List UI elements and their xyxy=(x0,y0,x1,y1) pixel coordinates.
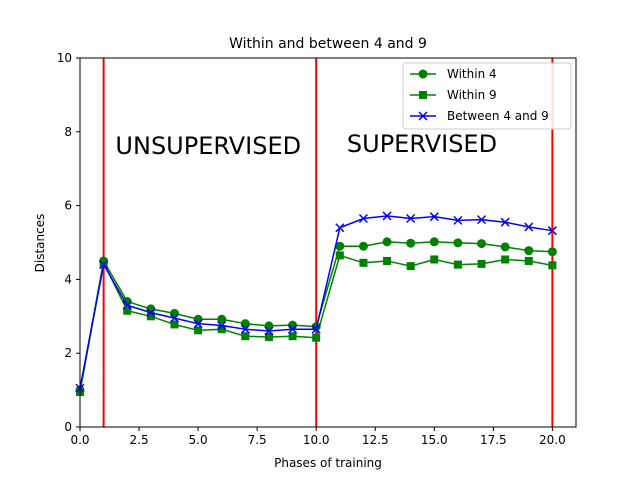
x-tick-label: 12.5 xyxy=(362,433,389,447)
legend-item: Within 4 xyxy=(410,67,497,81)
data-point xyxy=(146,308,156,318)
y-axis: 0 2 4 6 8 10 xyxy=(57,51,80,434)
x-axis-label: Phases of training xyxy=(274,456,382,470)
series-2 xyxy=(75,211,557,393)
data-point xyxy=(500,217,510,227)
data-point xyxy=(169,313,180,323)
annotations: UNSUPERVISED SUPERVISED xyxy=(115,130,497,160)
data-point xyxy=(170,320,179,329)
plot-frame xyxy=(79,57,577,428)
data-point xyxy=(335,223,345,233)
x-tick-label: 17.5 xyxy=(480,433,507,447)
data-point xyxy=(547,226,557,236)
y-tick-label: 4 xyxy=(64,272,72,286)
x-tick-label: 7.5 xyxy=(248,433,267,447)
legend-item: Within 9 xyxy=(410,88,497,102)
data-point xyxy=(453,238,463,248)
data-point xyxy=(524,222,534,232)
data-point xyxy=(406,213,416,224)
data-point xyxy=(406,262,415,271)
data-point xyxy=(358,213,368,224)
data-point xyxy=(429,212,439,222)
data-point xyxy=(217,325,226,334)
data-point xyxy=(476,215,487,225)
data-point xyxy=(217,314,227,324)
series-1 xyxy=(76,251,557,396)
legend: Within 4 Within 9 Between 4 and 9 xyxy=(402,62,572,130)
data-point xyxy=(477,259,486,268)
data-point xyxy=(382,211,392,221)
data-point xyxy=(548,261,557,270)
annotation-0: UNSUPERVISED xyxy=(115,132,301,160)
data-point xyxy=(99,260,109,270)
data-point xyxy=(240,324,250,334)
y-tick-label: 10 xyxy=(57,51,72,65)
data-point xyxy=(264,332,273,341)
x-tick-label: 0.0 xyxy=(70,433,89,447)
data-point xyxy=(406,238,416,248)
legend-marker xyxy=(418,69,428,79)
data-point xyxy=(311,324,321,334)
annotation-1: SUPERVISED xyxy=(347,130,497,158)
legend-marker xyxy=(419,91,427,99)
data-point xyxy=(335,251,344,260)
x-tick-label: 5.0 xyxy=(189,433,208,447)
legend-marker xyxy=(418,111,428,121)
data-point xyxy=(524,256,533,265)
legend-box xyxy=(402,62,572,130)
y-axis-label: Distances xyxy=(33,214,47,273)
data-point xyxy=(430,255,439,264)
data-point xyxy=(312,333,321,342)
legend-label: Within 4 xyxy=(447,67,497,81)
data-point xyxy=(382,237,392,247)
data-point xyxy=(288,324,298,334)
data-point xyxy=(477,239,487,249)
data-point xyxy=(383,256,392,265)
x-tick-label: 15.0 xyxy=(421,433,448,447)
data-point xyxy=(358,241,368,251)
data-point xyxy=(547,247,557,257)
y-tick-label: 2 xyxy=(64,346,72,360)
data-point xyxy=(501,255,510,264)
data-point xyxy=(524,246,534,256)
y-tick-label: 6 xyxy=(64,199,72,213)
data-point xyxy=(240,319,250,329)
data-point xyxy=(217,320,227,331)
data-point xyxy=(264,326,274,336)
data-point xyxy=(193,314,203,324)
data-point xyxy=(453,215,463,225)
data-point xyxy=(193,319,203,329)
data-point xyxy=(264,321,274,331)
data-point xyxy=(359,258,368,267)
chart-title: Within and between 4 and 9 xyxy=(229,36,427,52)
x-tick-label: 20.0 xyxy=(539,433,566,447)
y-tick-label: 8 xyxy=(64,125,72,139)
legend-item: Between 4 and 9 xyxy=(410,109,549,123)
legend-label: Within 9 xyxy=(447,88,497,102)
series-layer xyxy=(75,211,557,396)
legend-label: Between 4 and 9 xyxy=(447,109,549,123)
data-point xyxy=(335,241,345,251)
data-point xyxy=(288,320,298,330)
data-point xyxy=(122,300,132,310)
data-point xyxy=(241,332,250,341)
data-point xyxy=(123,306,132,315)
x-tick-label: 2.5 xyxy=(130,433,149,447)
y-tick-label: 0 xyxy=(64,420,72,434)
data-point xyxy=(288,332,297,341)
data-point xyxy=(453,260,462,269)
data-point xyxy=(194,326,203,335)
data-point xyxy=(500,242,510,252)
x-axis: 0.0 2.5 5.0 7.5 10.0 12.5 15.0 17.5 20.0 xyxy=(70,427,566,447)
x-tick-label: 10.0 xyxy=(303,433,330,447)
data-point xyxy=(429,237,439,247)
